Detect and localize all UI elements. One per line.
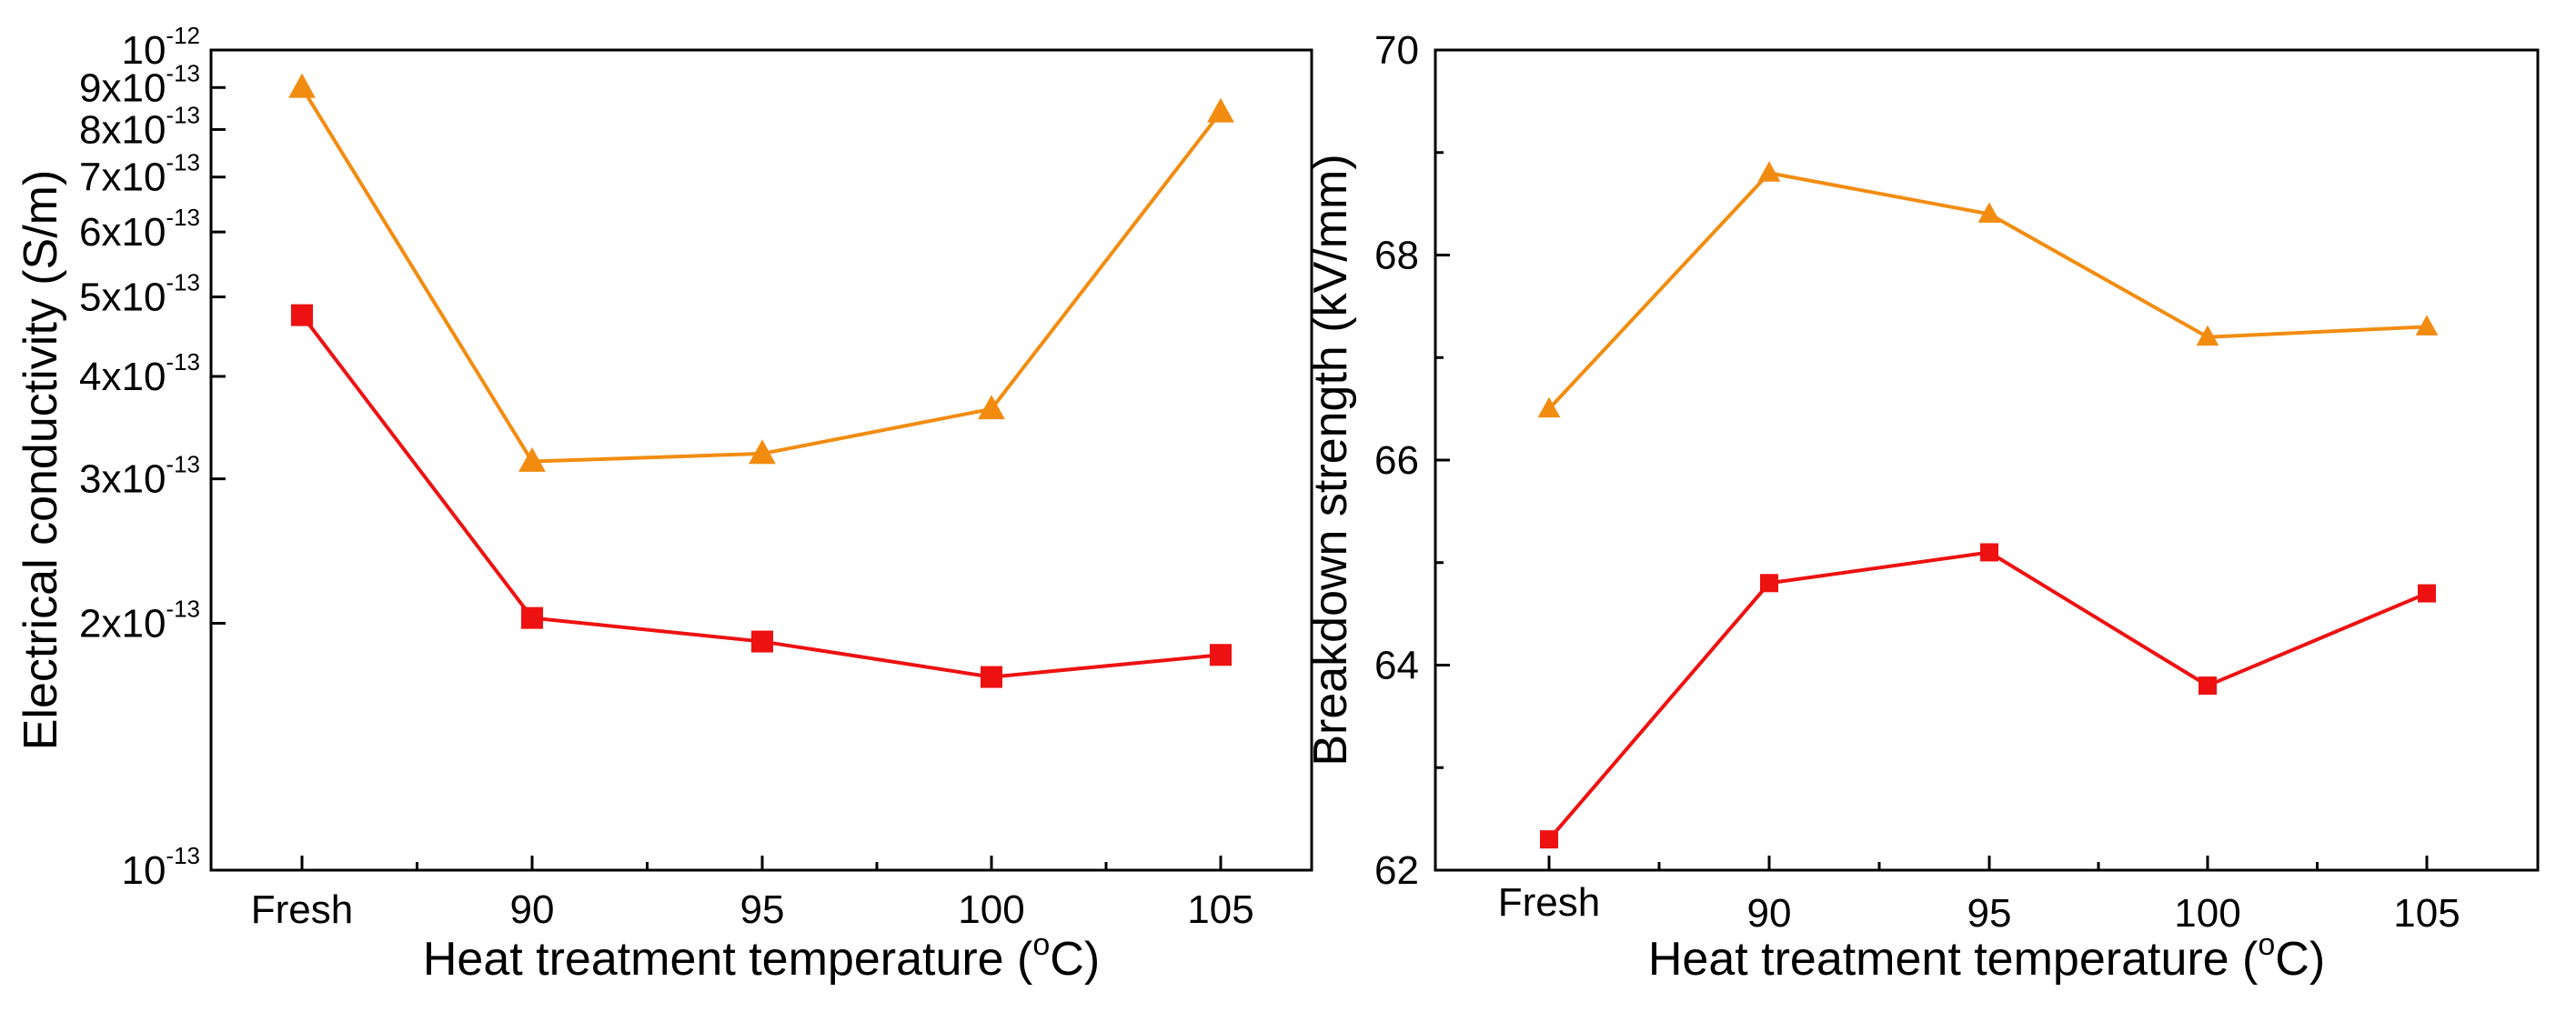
triangle-marker [749, 439, 776, 465]
y-axis-title: Electrical conductivity (S/m) [15, 170, 67, 751]
square-marker [1540, 830, 1558, 849]
x-tick-label: 100 [2174, 891, 2240, 936]
y-tick-exponent: -12 [166, 22, 200, 49]
x-tick-label: 90 [1747, 891, 1792, 936]
chart-2: 62 64 66 68 70 Fresh 90 95 100 105 Heat treatment … [1304, 28, 2540, 986]
y-tick-mantissa: 4x10 [79, 355, 166, 399]
y-tick-label: 10-12 [121, 22, 200, 73]
degree-symbol: o [1032, 927, 1050, 962]
x-tick-label: Fresh [1498, 880, 1600, 925]
y-tick-exponent: -13 [166, 842, 200, 869]
y-tick-mantissa: 7x10 [79, 155, 166, 200]
y-tick-label: 70 [1374, 28, 1419, 73]
y-tick-exponent: -13 [166, 269, 200, 296]
square-series-line [300, 314, 1222, 679]
degree-symbol: o [2258, 927, 2275, 962]
y-tick-exponent: -13 [166, 595, 200, 622]
y-tick-label: 62 [1374, 848, 1419, 893]
x-tick-label: Fresh [251, 887, 353, 932]
y-tick-mantissa: 9x10 [79, 65, 166, 110]
y-tick-label: 7x10-13 [79, 149, 200, 200]
square-series-line [1547, 550, 2428, 841]
triangle-series [288, 73, 1234, 472]
y-tick-exponent: -13 [166, 348, 200, 376]
y-tick-label: 10-13 [121, 842, 200, 893]
x-tick-label: 90 [510, 887, 555, 932]
x-axis-title-unit: C) [1050, 933, 1100, 986]
y-tick-mantissa: 10 [121, 28, 166, 73]
triangle-marker [1977, 202, 2001, 223]
y-tick-label: 64 [1374, 644, 1419, 688]
x-axis-title-text: Heat treatment temperature ( [1648, 933, 2259, 986]
y-tick-label: 8x10-13 [79, 101, 200, 152]
square-series [1540, 543, 2436, 849]
x-tick-label: 95 [740, 887, 785, 932]
y-tick-mantissa: 3x10 [79, 457, 166, 502]
x-tick-label: 105 [1187, 887, 1253, 932]
y-tick-label: 68 [1374, 234, 1419, 278]
square-marker [2199, 676, 2217, 696]
triangle-marker [518, 446, 546, 472]
x-tick-label: 100 [958, 887, 1024, 932]
y-tick-mantissa: 6x10 [79, 210, 166, 255]
triangle-series [1537, 161, 2439, 418]
triangle-marker [1537, 396, 1561, 418]
triangle-marker [1207, 97, 1234, 123]
square-series [291, 304, 1232, 688]
x-axis-title-unit: C) [2275, 933, 2325, 986]
y-tick-label: 66 [1374, 438, 1419, 483]
y-tick-exponent: -13 [166, 101, 200, 128]
triangle-marker [978, 395, 1005, 420]
square-marker [751, 630, 773, 653]
x-axis-title-text: Heat treatment temperature ( [423, 933, 1033, 986]
triangle-marker [1757, 161, 1781, 182]
y-tick-label: 9x10-13 [79, 59, 200, 110]
y-tick-mantissa: 2x10 [79, 601, 166, 646]
y-tick-mantissa: 8x10 [79, 107, 166, 152]
triangle-marker [288, 73, 316, 98]
x-axis-title: Heat treatment temperature (oC) [1648, 927, 2325, 986]
y-tick-label: 4x10-13 [79, 348, 200, 399]
y-tick-label: 5x10-13 [79, 269, 200, 320]
x-tick-label: 105 [2393, 891, 2460, 936]
square-marker [521, 606, 543, 629]
square-marker [2418, 584, 2436, 603]
y-tick-label: 3x10-13 [79, 451, 200, 502]
square-marker [291, 304, 313, 326]
y-axis-title: Breakdown strength (kV/mm) [1304, 154, 1357, 766]
square-marker [1980, 543, 1998, 562]
chart-1: 10-132x10-133x10-134x10-135x10-136x10-13… [15, 22, 1313, 986]
y-tick-label: 2x10-13 [79, 595, 200, 646]
square-marker [1210, 644, 1232, 666]
y-tick-exponent: -13 [166, 451, 200, 478]
y-tick-exponent: -13 [166, 204, 200, 231]
plot-frame [1434, 48, 2540, 872]
y-tick-mantissa: 5x10 [79, 276, 166, 320]
y-tick-mantissa: 10 [121, 848, 166, 893]
square-marker [1760, 574, 1778, 593]
square-marker [981, 666, 1002, 688]
x-axis-title: Heat treatment temperature (oC) [423, 927, 1100, 986]
y-tick-exponent: -13 [166, 59, 200, 86]
x-tick-label: 95 [1967, 891, 2012, 936]
triangle-marker [2415, 315, 2439, 336]
triangle-marker [2196, 325, 2219, 346]
y-tick-label: 6x10-13 [79, 204, 200, 255]
triangle-series-line [300, 86, 1223, 464]
y-tick-exponent: -13 [166, 149, 200, 176]
